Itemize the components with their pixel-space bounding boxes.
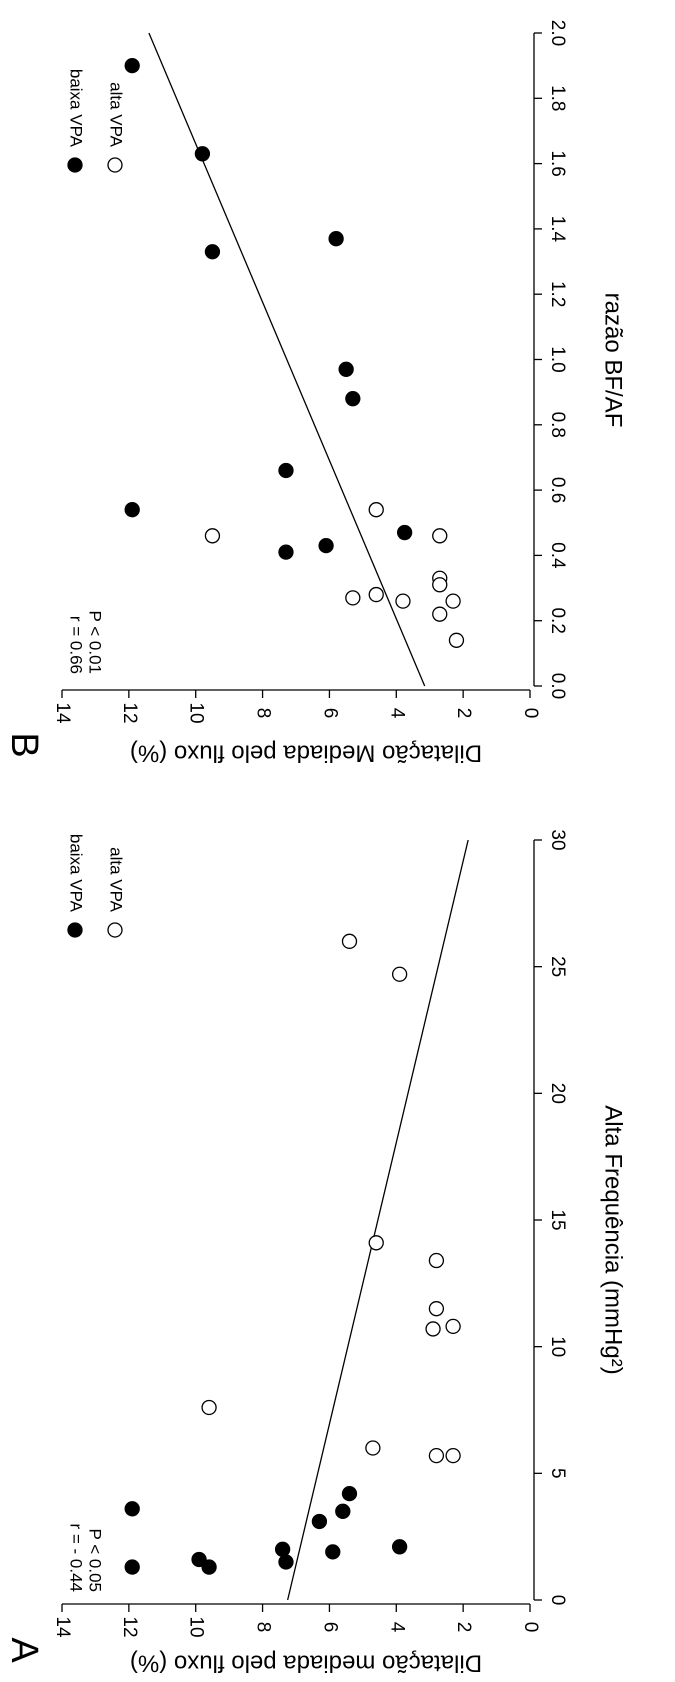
trendline [148, 32, 426, 687]
x-tick-label: 0.6 [547, 477, 568, 503]
point [445, 593, 461, 609]
panel-label: A [3, 1637, 45, 1663]
point [278, 462, 294, 479]
x-tick-label: 1.4 [547, 216, 568, 243]
x-tick-label: 0.2 [547, 607, 568, 633]
y-tick-label: 10 [186, 702, 207, 723]
x-tick-label: 1.2 [547, 281, 568, 307]
y-axis-title: Dilatação mediada pelo fluxo (%) [130, 1650, 482, 1677]
point [425, 1321, 441, 1337]
point [124, 1501, 140, 1517]
point [368, 1235, 384, 1251]
legend-label: baixa VPA [67, 834, 86, 913]
point [338, 361, 354, 377]
point [325, 1544, 341, 1560]
point [328, 231, 344, 247]
point [201, 1559, 217, 1575]
x-tick-label: 0.8 [547, 412, 568, 438]
point [335, 1503, 351, 1519]
y-tick-label: 12 [119, 1616, 140, 1637]
x-tick-label: 15 [547, 1209, 568, 1230]
annotation: r = - 0.44 [67, 1523, 86, 1592]
x-tick-label: 30 [547, 829, 568, 850]
legend-label: alta VPA [107, 847, 126, 913]
x-tick-label: 20 [547, 1083, 568, 1104]
y-axis-title: Dilatação Mediada pelo fluxo (%) [130, 740, 482, 767]
x-tick-label: 1.0 [547, 346, 568, 372]
point [432, 606, 448, 622]
point [428, 1252, 445, 1269]
point [395, 593, 411, 609]
legend-marker [67, 157, 83, 173]
y-tick-label: 10 [186, 1616, 207, 1637]
y-tick-label: 4 [386, 1622, 407, 1633]
x-tick-label: 0 [547, 1595, 568, 1606]
point [368, 586, 384, 603]
point [341, 1485, 358, 1502]
y-tick-label: 6 [319, 708, 340, 719]
point [428, 1447, 445, 1464]
y-tick-label: 12 [119, 702, 140, 723]
point [445, 1447, 461, 1464]
panel-label: B [3, 732, 45, 757]
point [365, 1440, 381, 1456]
point [345, 391, 361, 407]
x-tick-label: 1.6 [547, 150, 568, 176]
point [318, 537, 334, 554]
x-tick-label: 0.0 [547, 673, 568, 699]
point [311, 1513, 328, 1530]
point [278, 544, 294, 560]
legend-marker [107, 157, 123, 173]
point [191, 1551, 207, 1568]
y-tick-label: 2 [453, 1622, 474, 1633]
legend-label: baixa VPA [67, 69, 86, 148]
y-tick-label: 14 [52, 702, 73, 724]
point [445, 1318, 461, 1335]
x-tick-label: 2.0 [547, 20, 568, 46]
point [124, 1559, 140, 1575]
x-axis-title: Alta Frequência (mmHg²) [600, 1105, 627, 1374]
y-tick-label: 2 [453, 708, 474, 719]
legend-marker [67, 922, 83, 938]
point [124, 58, 140, 74]
point [204, 244, 221, 260]
y-tick-label: 8 [253, 1622, 274, 1633]
x-tick-label: 0.4 [547, 542, 568, 569]
point [396, 524, 413, 541]
y-tick-label: 14 [52, 1616, 73, 1638]
annotation: r = 0.66 [67, 616, 86, 674]
y-tick-label: 0 [520, 708, 541, 719]
y-tick-label: 6 [319, 1622, 340, 1633]
point [345, 590, 361, 606]
point [124, 502, 140, 518]
point [432, 577, 448, 593]
x-tick-label: 5 [547, 1468, 568, 1479]
x-tick-label: 1.8 [547, 85, 568, 111]
legend-marker [107, 922, 123, 938]
trendline [287, 839, 469, 1601]
x-axis-title: razão BF/AF [600, 293, 627, 428]
point [204, 528, 221, 544]
legend-label: alta VPA [107, 82, 126, 148]
annotation: P < 0.05 [86, 1529, 105, 1593]
point [341, 933, 358, 949]
x-tick-label: 25 [547, 956, 568, 977]
point [448, 632, 465, 648]
point [428, 1301, 445, 1317]
annotation: P < 0.01 [86, 611, 105, 675]
point [391, 966, 408, 982]
y-tick-label: 4 [386, 708, 407, 719]
y-tick-label: 0 [520, 1622, 541, 1633]
point [278, 1554, 294, 1570]
x-tick-label: 10 [547, 1336, 568, 1357]
point [194, 146, 211, 162]
point [391, 1539, 408, 1555]
y-tick-label: 8 [253, 708, 274, 719]
point [201, 1399, 217, 1416]
point [368, 502, 384, 518]
point [432, 528, 448, 544]
point [274, 1541, 291, 1557]
